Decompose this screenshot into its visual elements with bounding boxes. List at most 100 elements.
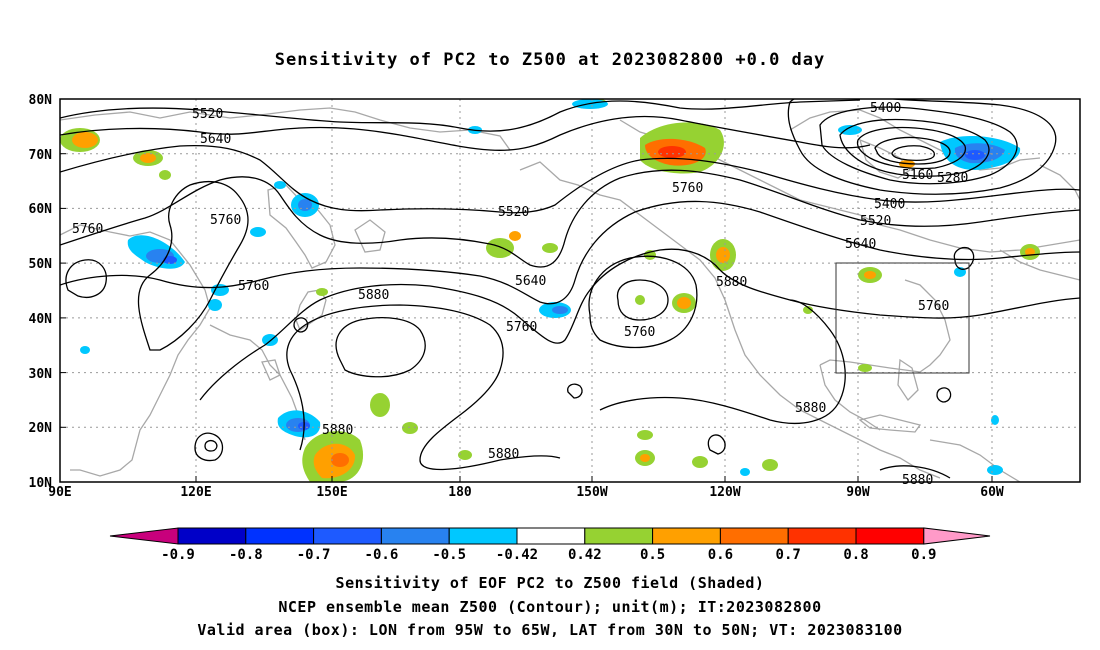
- colorbar: [109, 527, 991, 545]
- lat-label: 20N: [29, 421, 53, 436]
- colorbar-segment: [719, 527, 789, 545]
- colorbar-segment: [380, 527, 450, 545]
- contour-label: 5280: [937, 171, 968, 186]
- contour-label: 5640: [200, 132, 231, 147]
- contour-line: [137, 181, 249, 351]
- contour-line: [787, 99, 1057, 195]
- lat-label: 30N: [29, 367, 53, 382]
- contour-line: [588, 255, 698, 349]
- colorbar-segment: [855, 527, 925, 545]
- lat-label: 10N: [29, 476, 53, 491]
- contour-label: 5160: [902, 168, 933, 183]
- colorbar-label: -0.42: [496, 547, 538, 563]
- lon-label: 90W: [846, 485, 870, 500]
- contour-line: [286, 304, 561, 471]
- contour-line: [60, 200, 1080, 305]
- longitude-labels: 90E 120E 150E 180 150W 120W 90W 60W: [48, 485, 1004, 500]
- colorbar-label: -0.9: [161, 547, 195, 563]
- contour-line: [60, 99, 861, 132]
- lon-label: 150W: [576, 485, 607, 500]
- colorbar-label: 0.42: [568, 547, 602, 563]
- contour-line: [856, 126, 967, 170]
- lat-label: 80N: [29, 93, 53, 108]
- contour-label: 5520: [192, 107, 223, 122]
- contour-line: [60, 169, 1080, 268]
- contour-line: [839, 118, 990, 177]
- contour-label: 5760: [624, 325, 655, 340]
- colorbar-segment: [584, 527, 654, 545]
- lat-label: 50N: [29, 257, 53, 272]
- colorbar-label: 0.5: [640, 547, 665, 563]
- contour-label: 5760: [72, 222, 103, 237]
- contour-label: 5400: [870, 101, 901, 116]
- z500-contours: [60, 99, 1080, 479]
- colorbar-low-triangle: [109, 527, 179, 545]
- contour-line: [707, 434, 726, 455]
- lat-label: 60N: [29, 202, 53, 217]
- contour-label: 5880: [902, 473, 933, 488]
- contour-line: [936, 387, 952, 403]
- caption-contour: NCEP ensemble mean Z500 (Contour); unit(…: [278, 598, 822, 616]
- colorbar-segment: [516, 527, 586, 545]
- contour-line: [194, 432, 224, 462]
- colorbar-segment: [245, 527, 315, 545]
- contour-label: 5880: [358, 288, 389, 303]
- lon-label: 60W: [980, 485, 1004, 500]
- contour-line: [335, 317, 426, 378]
- plot-frame: [59, 98, 1081, 483]
- tick-marks: [60, 98, 993, 482]
- contour-label: 5880: [322, 423, 353, 438]
- colorbar-labels: -0.9 -0.8 -0.7 -0.6 -0.5 -0.42 0.42 0.5 …: [161, 547, 936, 563]
- contour-label: 5520: [498, 205, 529, 220]
- colorbar-segment: [313, 527, 382, 545]
- contour-label: 5760: [238, 279, 269, 294]
- lon-label: 120W: [709, 485, 740, 500]
- contour-label: 5880: [488, 447, 519, 462]
- contour-line: [293, 317, 309, 333]
- contour-line: [616, 279, 669, 321]
- contour-label: 5640: [515, 274, 546, 289]
- lon-label: 180: [448, 485, 472, 500]
- contour-line: [567, 383, 583, 399]
- contour-label: 5880: [795, 401, 826, 416]
- colorbar-label: -0.6: [365, 547, 399, 563]
- contour-label: 5400: [874, 197, 905, 212]
- contour-label: 5760: [210, 213, 241, 228]
- lon-label: 150E: [316, 485, 347, 500]
- lat-label: 70N: [29, 148, 53, 163]
- contour-line: [891, 145, 936, 162]
- colorbar-label: 0.6: [708, 547, 733, 563]
- colorbar-label: -0.8: [229, 547, 263, 563]
- colorbar-segment: [177, 527, 247, 545]
- lon-label: 120E: [180, 485, 211, 500]
- contour-line: [65, 259, 107, 298]
- lon-label: 90E: [48, 485, 71, 500]
- contour-line: [60, 115, 871, 151]
- contour-label: 5520: [860, 214, 891, 229]
- colorbar-segment: [787, 527, 857, 545]
- contour-label: 5640: [845, 237, 876, 252]
- lat-label: 40N: [29, 312, 53, 327]
- colorbar-label: 0.9: [911, 547, 936, 563]
- contour-line: [204, 439, 218, 452]
- valid-area-box: [835, 262, 970, 374]
- contour-line: [953, 246, 975, 270]
- contour-label: 5760: [672, 181, 703, 196]
- contour-line: [819, 106, 1018, 185]
- caption-shading: Sensitivity of EOF PC2 to Z500 field (Sh…: [335, 574, 765, 592]
- colorbar-label: -0.7: [297, 547, 331, 563]
- map-title: Sensitivity of PC2 to Z500 at 2023082800…: [274, 50, 826, 70]
- colorbar-label: 0.7: [776, 547, 801, 563]
- contour-labels: 5520 5640 5760 5760 5760 5880 5880 5880 …: [72, 101, 968, 488]
- caption-valid-area: Valid area (box): LON from 95W to 65W, L…: [197, 621, 903, 639]
- contour-line: [874, 136, 951, 165]
- contour-label: 5760: [918, 299, 949, 314]
- contour-line: [60, 144, 1080, 214]
- colorbar-label: 0.8: [843, 547, 868, 563]
- colorbar-segment: [448, 527, 518, 545]
- contour-line: [879, 465, 951, 479]
- colorbar-segment: [652, 527, 721, 545]
- colorbar-label: -0.5: [432, 547, 466, 563]
- colorbar-high-triangle: [923, 527, 991, 545]
